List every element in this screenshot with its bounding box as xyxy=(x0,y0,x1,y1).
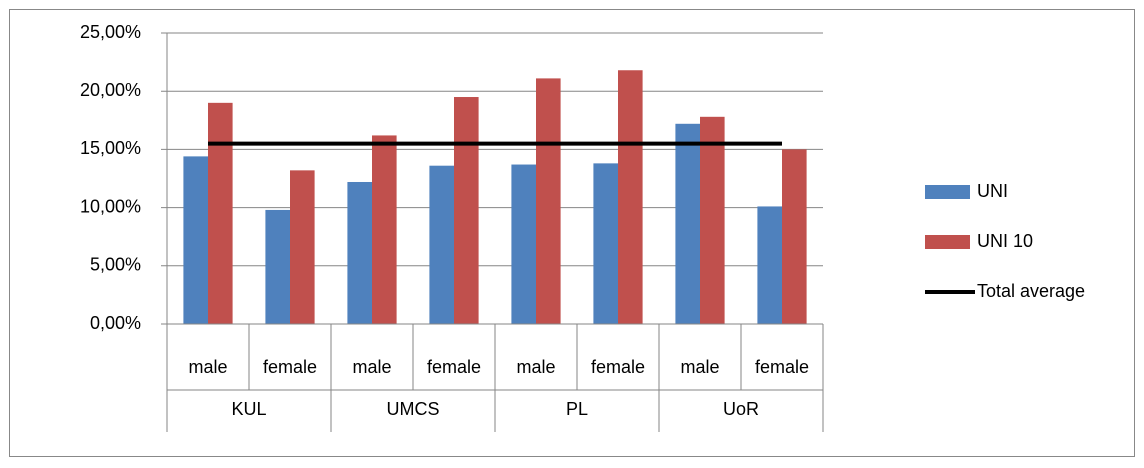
bar xyxy=(183,156,208,324)
legend-label: Total average xyxy=(977,281,1085,301)
bar xyxy=(429,165,454,324)
bar xyxy=(511,164,536,324)
bar xyxy=(454,97,479,325)
y-tick-label: 10,00% xyxy=(80,196,141,216)
group-label: PL xyxy=(566,399,588,419)
x-tick-label: female xyxy=(755,357,809,377)
bar xyxy=(782,149,807,324)
y-tick-label: 5,00% xyxy=(90,255,141,275)
bar xyxy=(347,181,372,324)
x-tick-label: female xyxy=(591,357,645,377)
y-tick-label: 25,00% xyxy=(80,22,141,42)
legend-swatch xyxy=(925,235,970,249)
bar xyxy=(757,206,782,324)
y-tick-label: 20,00% xyxy=(80,80,141,100)
x-tick-label: female xyxy=(427,357,481,377)
bar xyxy=(372,135,397,324)
group-label: UoR xyxy=(723,399,759,419)
group-label: KUL xyxy=(231,399,266,419)
group-label: UMCS xyxy=(387,399,440,419)
bar xyxy=(675,123,700,325)
bar xyxy=(618,70,643,324)
y-tick-label: 15,00% xyxy=(80,138,141,158)
x-tick-label: male xyxy=(680,357,719,377)
x-tick-label: male xyxy=(188,357,227,377)
x-tick-label: female xyxy=(263,357,317,377)
legend-swatch xyxy=(925,185,970,199)
chart-border xyxy=(9,9,1135,457)
x-tick-label: male xyxy=(516,357,555,377)
bar xyxy=(208,102,233,324)
bar xyxy=(290,170,315,324)
bar xyxy=(265,209,290,324)
x-tick-label: male xyxy=(352,357,391,377)
bar xyxy=(700,116,725,324)
y-tick-label: 0,00% xyxy=(90,313,141,333)
legend-label: UNI 10 xyxy=(977,231,1033,251)
legend-label: UNI xyxy=(977,181,1008,201)
bar xyxy=(536,78,561,324)
bar xyxy=(593,163,618,324)
